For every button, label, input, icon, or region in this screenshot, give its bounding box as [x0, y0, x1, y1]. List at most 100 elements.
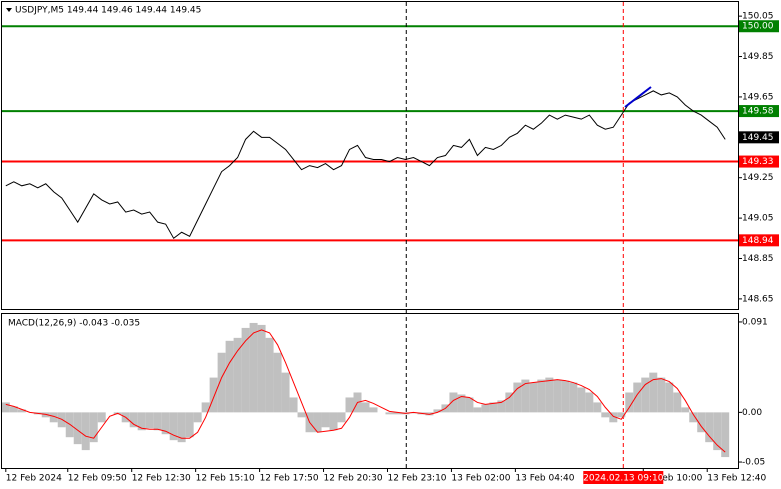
macd-title: MACD(12,26,9) -0.043 -0.035	[8, 319, 140, 329]
histogram-bar	[257, 324, 266, 413]
histogram-bar	[161, 412, 170, 435]
y-tick-label: -0.05	[742, 458, 765, 468]
current-price-box	[739, 131, 779, 144]
histogram-bar	[513, 382, 522, 413]
histogram-bar	[433, 409, 442, 413]
histogram-bar	[585, 392, 594, 413]
current-price-label: 149.45	[742, 133, 774, 143]
histogram-bar	[73, 412, 82, 445]
y-tick-label: 149.65	[742, 92, 774, 102]
histogram-bar	[697, 412, 706, 433]
histogram-bar	[673, 392, 682, 413]
x-tick-label: 12 Feb 2024	[6, 474, 62, 484]
histogram-bar	[193, 412, 202, 423]
level-label: 149.58	[742, 107, 774, 117]
histogram-bar	[169, 412, 178, 441]
histogram-bar	[201, 402, 210, 413]
histogram-bar	[481, 404, 490, 413]
histogram-bar	[329, 412, 338, 431]
histogram-bar	[521, 379, 530, 413]
y-tick-label: 149.85	[742, 52, 774, 62]
histogram-bar	[497, 400, 506, 413]
histogram-bar	[129, 412, 138, 428]
price-frame	[1, 1, 739, 310]
histogram-bar	[273, 352, 282, 413]
level-label-box	[739, 155, 779, 168]
histogram-bar	[721, 412, 730, 458]
labels-layer: 150.05 149.85 149.65 149.45 149.25 149.05 148.…	[6, 12, 779, 484]
histogram-bar	[49, 412, 58, 423]
x-tick-label: 13 Feb 12:40	[707, 474, 766, 484]
y-tick-label: 149.25	[742, 173, 774, 183]
histogram-bar	[569, 382, 578, 413]
histogram-bar	[17, 409, 26, 413]
histogram-bar	[601, 412, 610, 418]
histogram-bar	[473, 407, 482, 413]
histogram-bar	[689, 412, 698, 423]
price-title: USDJPY,M5 149.44 149.46 149.44 149.45	[15, 6, 201, 16]
marks-layer	[1, 2, 742, 472]
histogram-bar	[625, 392, 634, 413]
histogram-bar	[617, 412, 626, 418]
time-label: 2024.02.13 09:10	[583, 474, 664, 484]
histogram-bar	[89, 412, 98, 443]
level-label-box	[739, 105, 779, 118]
histogram-bar	[449, 392, 458, 413]
histogram-bar	[137, 412, 146, 431]
histogram-bar	[225, 340, 234, 413]
histogram-bar	[561, 380, 570, 413]
level-label: 149.33	[742, 157, 774, 167]
signal-line	[5, 329, 726, 453]
x-tick-label: 12 Feb 20:30	[324, 474, 383, 484]
x-tick-label: 12 Feb 12:30	[132, 474, 191, 484]
histogram-bar	[537, 379, 546, 413]
histogram-bar	[577, 387, 586, 413]
histogram-bar	[609, 412, 618, 423]
trend-line	[624, 86, 652, 108]
histogram-bar	[713, 412, 722, 451]
y-tick-label: 148.65	[742, 294, 774, 304]
histogram-bar	[505, 392, 514, 413]
histogram-bar	[393, 412, 402, 415]
histogram-bar	[281, 372, 290, 413]
histogram-bar	[249, 322, 258, 413]
histogram-bar	[209, 377, 218, 413]
histogram-bar	[385, 412, 394, 415]
y-tick-label: 0.091	[742, 317, 768, 327]
histogram-bar	[297, 412, 306, 418]
histogram-bar	[657, 377, 666, 413]
x-tick-label: 13 Feb 10:00	[643, 474, 702, 484]
histogram-bar	[1, 402, 10, 413]
price-line	[5, 90, 726, 240]
histogram-bar	[369, 407, 378, 413]
histogram-bar	[593, 402, 602, 413]
histogram-bar	[681, 407, 690, 413]
level-label: 150.00	[742, 22, 774, 32]
macd-frame	[1, 313, 739, 469]
histogram-bar	[633, 382, 642, 413]
histogram-bar	[153, 412, 162, 431]
histogram-bar	[665, 382, 674, 413]
histogram-bar	[233, 337, 242, 413]
histogram-bar	[177, 412, 186, 443]
histogram-bar	[345, 397, 354, 413]
histogram-bar	[465, 397, 474, 413]
histogram-bar	[641, 377, 650, 413]
x-tick-label: 12 Feb 09:50	[68, 474, 127, 484]
histogram-bar	[457, 394, 466, 413]
x-tick-label: 12 Feb 17:50	[260, 474, 319, 484]
x-tick-label: 13 Feb 04:40	[515, 474, 574, 484]
y-tick-label: 0.00	[742, 408, 762, 418]
histogram-bar	[313, 412, 322, 433]
histogram-bar	[241, 327, 250, 413]
histogram-bar	[97, 412, 106, 423]
histogram-bar	[649, 372, 658, 413]
histogram-bar	[185, 412, 194, 438]
y-tick-label: 150.05	[742, 12, 774, 22]
y-tick-label: 149.05	[742, 214, 774, 224]
histogram-bar	[553, 379, 562, 413]
histogram-bar	[9, 406, 18, 413]
level-label: 148.94	[742, 236, 774, 246]
